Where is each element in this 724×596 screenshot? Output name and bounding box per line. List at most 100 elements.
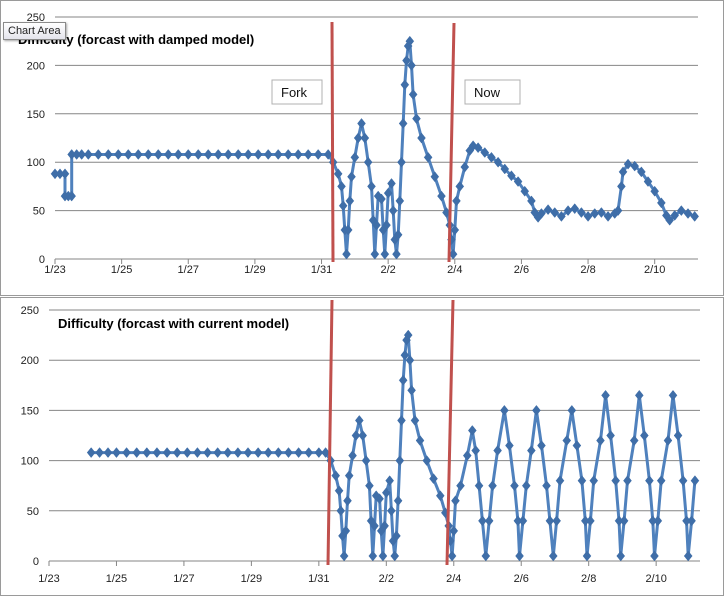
x-tick-label: 2/6 xyxy=(514,573,529,585)
data-point xyxy=(500,404,509,416)
marker-vline xyxy=(447,22,456,263)
data-point xyxy=(381,487,391,499)
data-point xyxy=(405,35,415,47)
data-point xyxy=(618,166,628,178)
data-point xyxy=(557,211,566,222)
data-point xyxy=(377,193,386,205)
data-point xyxy=(67,190,76,202)
data-point xyxy=(397,415,406,426)
data-point xyxy=(478,515,487,527)
data-point xyxy=(344,470,354,482)
data-point xyxy=(343,495,352,507)
data-point xyxy=(388,205,398,217)
data-point xyxy=(203,149,213,160)
annotation-box xyxy=(271,79,323,105)
data-point xyxy=(415,435,425,446)
data-point xyxy=(552,515,561,527)
data-point xyxy=(603,211,613,222)
data-point xyxy=(548,550,558,562)
data-point xyxy=(690,475,700,487)
data-point xyxy=(294,447,303,458)
data-point xyxy=(630,160,640,172)
data-point xyxy=(172,447,182,458)
data-point xyxy=(471,445,481,456)
data-point xyxy=(398,118,408,129)
data-point xyxy=(133,149,143,160)
x-tick-label: 2/2 xyxy=(381,264,396,276)
data-point xyxy=(392,530,401,542)
data-point xyxy=(348,450,357,461)
data-point xyxy=(372,219,381,231)
data-point xyxy=(423,151,433,163)
data-point xyxy=(95,447,104,458)
data-point xyxy=(382,219,391,231)
data-point xyxy=(284,447,293,458)
data-point xyxy=(143,149,153,160)
data-point xyxy=(357,118,366,129)
data-point xyxy=(395,195,405,207)
data-point xyxy=(663,435,673,446)
data-point xyxy=(86,447,96,458)
data-point xyxy=(589,475,599,487)
data-point xyxy=(683,550,693,562)
data-point xyxy=(484,515,494,527)
data-point xyxy=(375,493,384,505)
data-point xyxy=(400,79,410,91)
data-point xyxy=(590,208,600,219)
data-point xyxy=(162,447,172,458)
data-point xyxy=(510,480,519,492)
data-point xyxy=(637,166,646,178)
data-point xyxy=(380,520,389,532)
data-point xyxy=(543,204,553,216)
data-point xyxy=(395,455,405,467)
data-point xyxy=(468,140,478,152)
data-point xyxy=(452,195,461,207)
data-point xyxy=(350,151,360,163)
data-point xyxy=(370,520,379,532)
data-point xyxy=(293,149,303,160)
data-point xyxy=(400,349,410,361)
data-point xyxy=(550,207,560,218)
data-point xyxy=(677,205,686,217)
data-point xyxy=(263,149,273,160)
data-point xyxy=(616,550,626,562)
data-point xyxy=(363,156,373,168)
data-point xyxy=(447,550,457,562)
data-point xyxy=(273,149,283,160)
x-tick-label: 1/27 xyxy=(173,573,194,585)
data-point xyxy=(152,447,162,458)
data-point xyxy=(182,447,192,458)
x-tick-label: 1/27 xyxy=(178,264,199,276)
data-point xyxy=(527,195,536,207)
data-point xyxy=(521,480,531,492)
annotation-box xyxy=(464,79,521,105)
data-point xyxy=(690,211,699,222)
data-point xyxy=(687,515,696,527)
data-point xyxy=(193,447,202,458)
data-point xyxy=(606,430,615,441)
data-point xyxy=(233,447,243,458)
y-tick-label: 250 xyxy=(27,12,45,24)
data-point xyxy=(505,440,514,451)
x-tick-label: 2/2 xyxy=(379,573,394,585)
data-point xyxy=(323,149,333,160)
data-point xyxy=(422,455,432,467)
data-point xyxy=(378,550,388,562)
data-point xyxy=(623,158,633,170)
data-point xyxy=(570,203,580,215)
data-point xyxy=(450,224,460,236)
data-point xyxy=(410,415,420,426)
data-point xyxy=(645,475,654,487)
data-point xyxy=(339,550,349,562)
data-point xyxy=(392,248,401,260)
data-point xyxy=(596,435,605,446)
x-tick-label: 1/25 xyxy=(106,573,127,585)
data-point xyxy=(314,447,324,458)
data-point xyxy=(493,445,502,456)
data-point xyxy=(113,149,123,160)
x-tick-label: 2/8 xyxy=(581,573,596,585)
data-point xyxy=(480,147,490,158)
data-point xyxy=(613,205,623,217)
y-tick-label: 50 xyxy=(33,206,45,218)
marker-vline xyxy=(445,299,455,566)
